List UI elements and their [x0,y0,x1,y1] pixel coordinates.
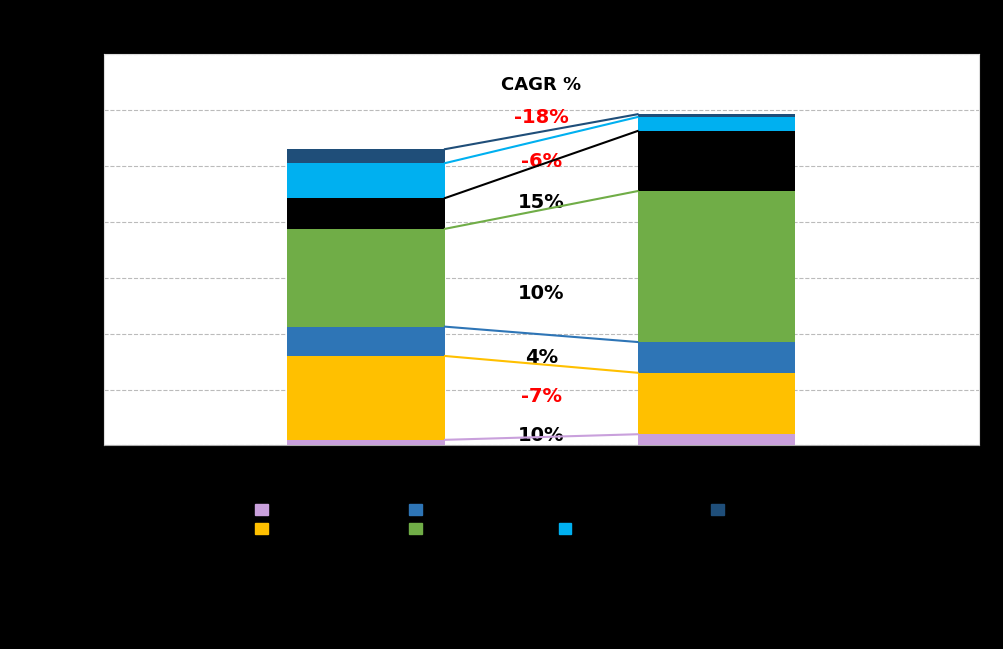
Y-axis label: Revenue A$ millions: Revenue A$ millions [25,172,40,328]
Bar [287,229,444,326]
Text: CAGR %: CAGR % [500,76,581,94]
Text: -6%: -6% [521,153,562,171]
Text: 15%: 15% [518,193,564,212]
Bar [637,373,794,434]
Text: 10%: 10% [518,284,564,302]
Bar [637,342,794,373]
Text: -7%: -7% [521,387,562,406]
Bar [637,117,794,131]
Legend: Global connectivity, Total Fixed voice (i), Total Fixed data (i), Mobiles less T: Global connectivity, Total Fixed voice (… [250,498,831,541]
Bar [637,114,794,117]
Text: 10%: 10% [518,426,564,445]
Text: -18%: -18% [514,108,568,127]
Bar [287,149,444,163]
Bar [637,131,794,191]
Bar [287,163,444,198]
Text: 4%: 4% [525,348,558,367]
Bar [637,191,794,342]
Bar [287,198,444,229]
Bar [637,434,794,445]
Bar [287,356,444,440]
Title: Revenue by segment and 5-year CAGR: Revenue by segment and 5-year CAGR [324,21,757,42]
Bar [287,440,444,445]
Bar [287,326,444,356]
